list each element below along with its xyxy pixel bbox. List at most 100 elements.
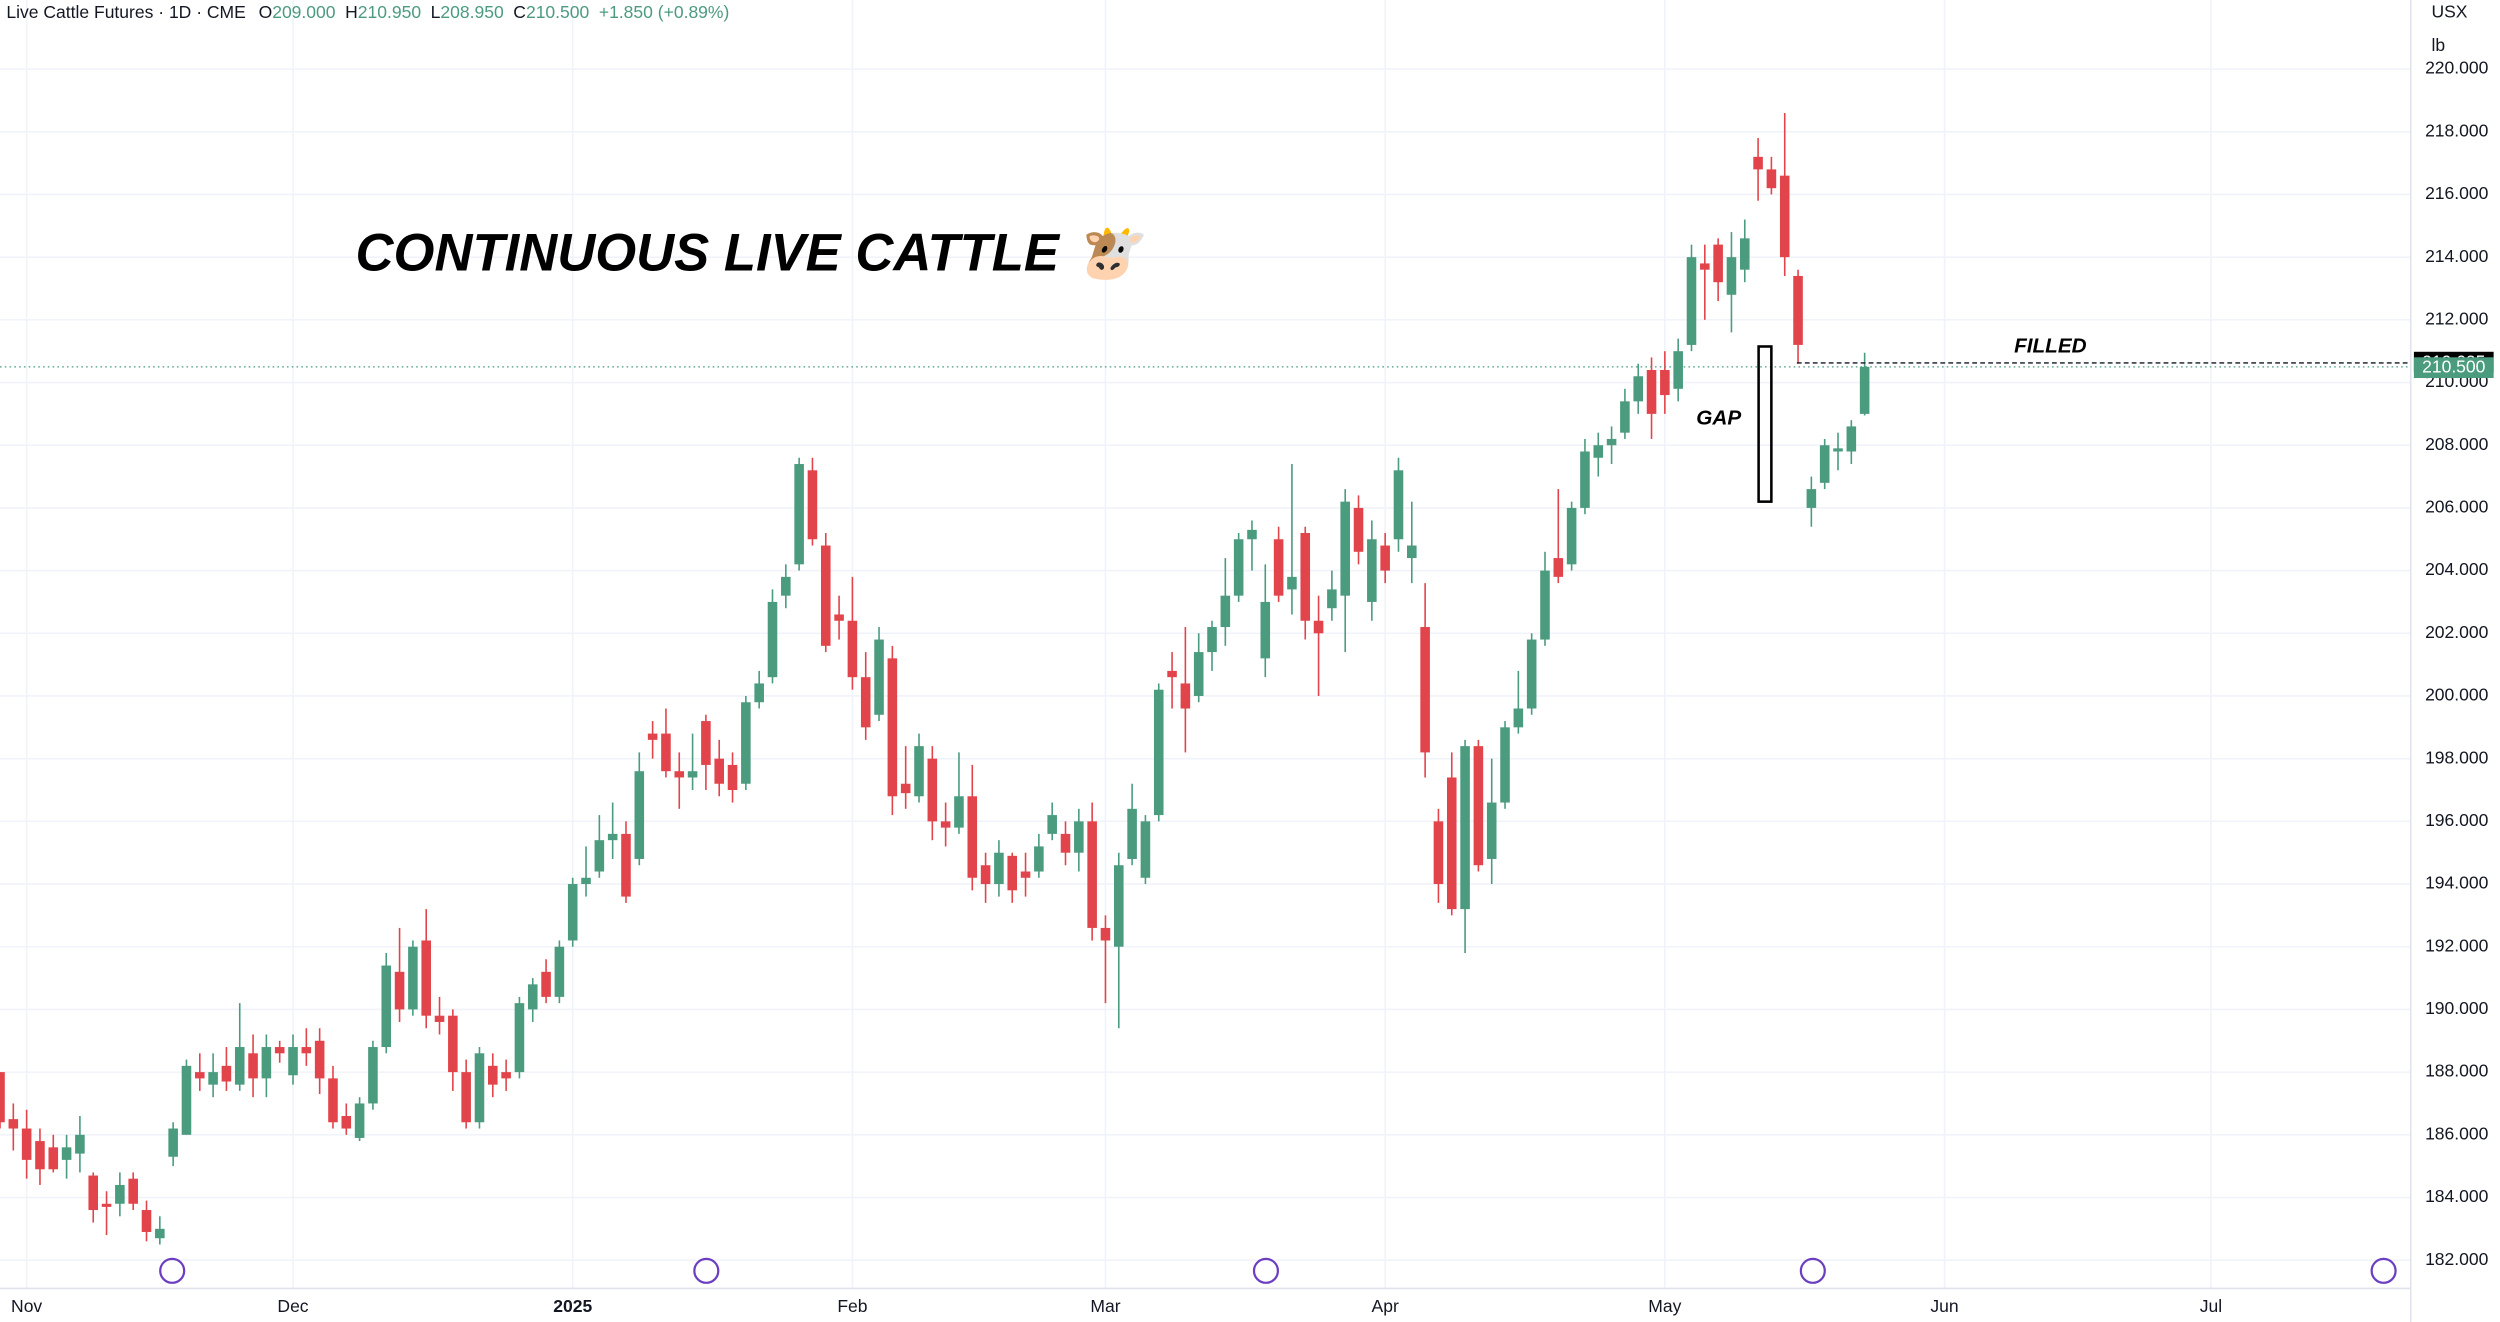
y-tick-label: 206.000 [2425,497,2489,517]
candle-body [35,1141,45,1170]
event-icon[interactable] [2370,1257,2397,1284]
high-label: H [345,2,358,22]
x-tick-label: Nov [11,1296,42,1316]
candle-body [1340,501,1350,596]
candle-body [1513,708,1524,728]
candle-body [1260,601,1271,659]
candle-body [274,1047,285,1054]
high-value: 210.950 [358,2,422,22]
candle-body [674,771,685,778]
candle-body [1353,507,1364,552]
candle-body [994,852,1004,885]
candle-body [381,965,392,1048]
candle-body [1020,871,1031,878]
candle-body [794,464,804,565]
candle-body [860,677,871,728]
x-tick-label: Feb [837,1296,867,1316]
candle-body [434,1015,445,1022]
candle-body [647,733,658,740]
x-tick-label: Dec [277,1296,308,1316]
candle-body [847,620,858,678]
candle-body [927,758,938,822]
candle-body [701,721,711,765]
candle-body [1407,545,1417,559]
candle-body [1739,238,1750,270]
low-value: 208.950 [440,2,504,22]
open-label: O [259,2,273,22]
y-tick-label: 184.000 [2425,1186,2489,1206]
candle-body [514,1003,525,1073]
candle-body [155,1228,165,1239]
candle-body [914,746,924,797]
gap-box [1757,345,1773,503]
candle-body [1127,808,1137,859]
candle-body [1446,777,1457,910]
candle-body [581,877,591,885]
candle-body [1606,438,1617,446]
candle-body [1007,855,1018,891]
event-icon[interactable] [693,1257,720,1284]
candle-body [1460,746,1470,910]
candle-body [1074,821,1084,853]
candle-body [1566,507,1577,565]
candle-body [128,1178,138,1204]
y-tick-label: 208.000 [2425,434,2489,454]
candle-body [714,758,725,784]
candle-body [354,1103,365,1138]
y-tick-label: 194.000 [2425,873,2489,893]
event-icon[interactable] [1799,1257,1826,1284]
candle-body [61,1147,72,1160]
candle-body [967,796,978,878]
candle-body [141,1210,152,1232]
candle-body [1420,627,1430,753]
candle-body [474,1053,485,1123]
chart-title: CONTINUOUS LIVE CATTLE 🐮 [356,224,1148,283]
candle-body [781,576,791,596]
candle-body [75,1134,85,1154]
x-tick-label: Jul [2200,1296,2222,1316]
candle-body [940,821,951,828]
candle-body [954,796,964,828]
candle-body [1660,369,1670,396]
candle-body [168,1128,178,1157]
candle-body [1393,470,1404,540]
candle-body [1193,652,1204,696]
y-tick-label: 214.000 [2425,246,2489,266]
candle-body [1819,445,1830,483]
candle-body [1753,156,1763,170]
currency: USX [2431,2,2467,22]
last-price-tag [2413,357,2494,379]
candle-body [820,545,831,646]
x-tick-label: 2025 [553,1296,592,1316]
y-tick-label: 198.000 [2425,747,2489,767]
open-value: 209.000 [272,2,336,22]
candle-body [341,1115,352,1129]
event-icon[interactable] [159,1257,186,1284]
candle-body [1593,445,1604,458]
candle-body [448,1015,458,1073]
y-tick-label: 190.000 [2425,998,2489,1018]
x-tick-label: Jun [1930,1296,1958,1316]
event-icon[interactable] [1252,1257,1280,1284]
candle-body [607,833,618,841]
candle-body [1700,263,1710,270]
candle-body [527,984,538,1010]
candle-body [288,1047,298,1076]
candle-body [727,764,738,791]
change-value: +1.850 (+0.89%) [599,2,730,22]
candle-body [661,733,671,772]
candle-body [1526,639,1537,709]
candle-body [1287,576,1297,590]
y-tick-label: 196.000 [2425,810,2489,830]
x-tick-label: Mar [1090,1296,1120,1316]
y-tick-label: 188.000 [2425,1061,2489,1081]
y-tick-label: 182.000 [2425,1249,2489,1269]
candle-body [1726,257,1737,295]
candle-body [1486,802,1497,859]
candle-body [1859,366,1870,414]
candle-body [1300,532,1311,621]
candle-body [408,946,418,1010]
